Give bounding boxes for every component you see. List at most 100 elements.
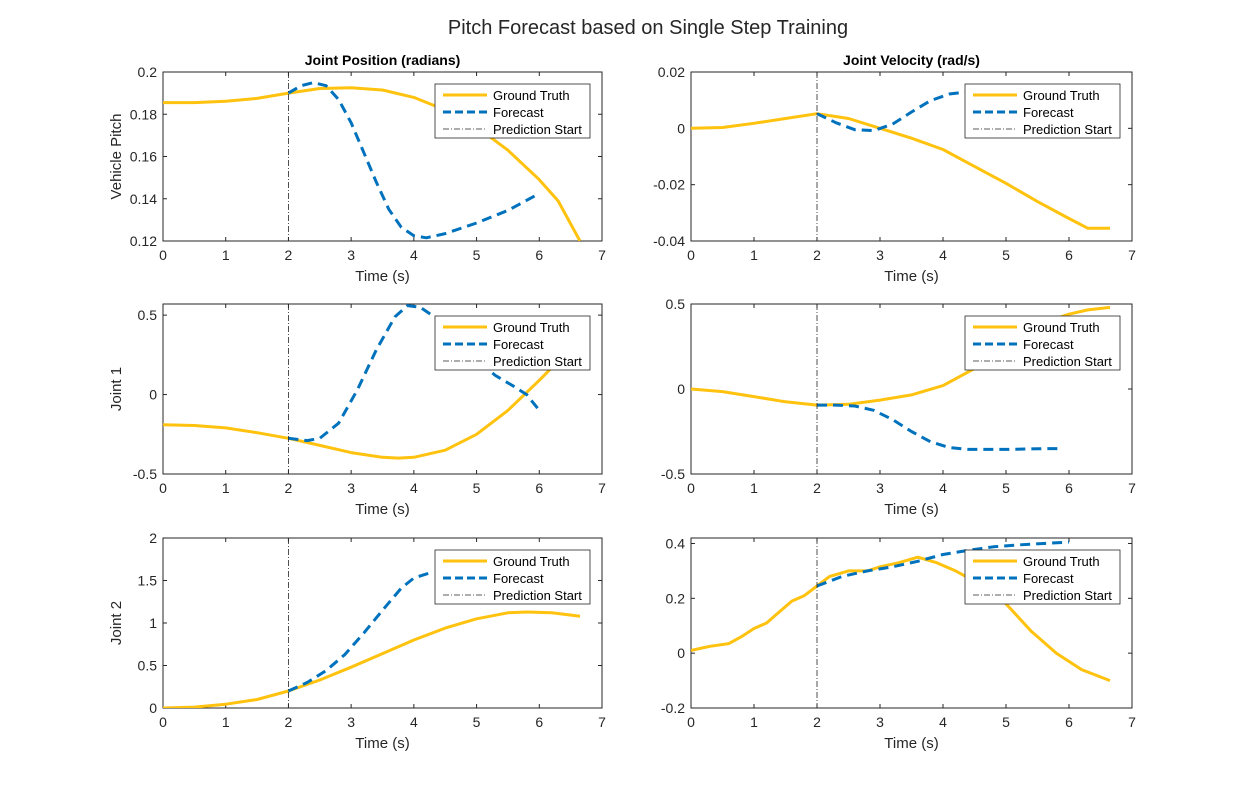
x-tick-label: 6 — [535, 247, 543, 263]
y-tick-label: -0.04 — [653, 233, 685, 249]
x-tick-label: 7 — [1128, 480, 1136, 496]
legend: Ground Truth Forecast Prediction Start — [434, 315, 591, 371]
legend-entry-label: Forecast — [1023, 337, 1074, 352]
x-tick-label: 0 — [687, 247, 695, 263]
legend-entry-label: Prediction Start — [493, 588, 582, 603]
series-group — [691, 89, 1110, 230]
y-tick-label: 0 — [149, 387, 157, 403]
ground-truth-line — [163, 360, 560, 460]
ground-truth-line — [163, 86, 582, 241]
legend-entry-label: Forecast — [1023, 105, 1074, 120]
x-tick-label: 7 — [598, 714, 606, 730]
y-tick-label: 0.16 — [130, 149, 157, 165]
ground-truth-line — [163, 610, 581, 708]
x-tick-label: 1 — [222, 480, 230, 496]
x-tick-label: 7 — [598, 247, 606, 263]
legend-entry-label: Ground Truth — [1023, 320, 1100, 335]
y-tick-label: 0.5 — [666, 296, 686, 312]
x-tick-label: 2 — [813, 247, 821, 263]
y-axis-label: Vehicle Pitch — [108, 114, 125, 200]
x-tick-label: 7 — [1128, 247, 1136, 263]
legend-entry-label: Prediction Start — [1023, 122, 1112, 137]
x-tick-label: 7 — [598, 480, 606, 496]
y-tick-label: 0.2 — [138, 64, 158, 80]
legend-entry-label: Ground Truth — [493, 554, 570, 569]
x-tick-label: 6 — [1065, 714, 1073, 730]
x-tick-label: 3 — [876, 714, 884, 730]
x-tick-label: 0 — [159, 714, 167, 730]
series-group — [163, 570, 581, 708]
x-tick-label: 2 — [813, 714, 821, 730]
x-tick-label: 0 — [159, 247, 167, 263]
x-tick-label: 1 — [750, 480, 758, 496]
legend-entry-label: Ground Truth — [493, 88, 570, 103]
legend-entry-label: Prediction Start — [493, 122, 582, 137]
x-tick-label: 4 — [939, 247, 947, 263]
y-tick-label: 0 — [677, 120, 685, 136]
chart-vel-pitch: 0 1 2 3 4 5 6 7 -0.04 -0.02 0 0.02 Time (s) Joint Vel… — [653, 52, 1136, 285]
x-tick-label: 4 — [939, 480, 947, 496]
legend-entry-label: Prediction Start — [1023, 354, 1112, 369]
x-tick-label: 5 — [473, 714, 481, 730]
x-tick-label: 5 — [1002, 247, 1010, 263]
y-tick-label: 0.4 — [666, 535, 686, 551]
series-group — [163, 81, 582, 241]
y-tick-label: 0.18 — [130, 106, 157, 122]
legend-entry-label: Forecast — [1023, 571, 1074, 586]
x-tick-label: 5 — [1002, 480, 1010, 496]
x-tick-label: 2 — [285, 714, 293, 730]
legend-entry-label: Ground Truth — [493, 320, 570, 335]
x-tick-label: 5 — [473, 480, 481, 496]
x-axis-label: Time (s) — [884, 268, 938, 285]
x-tick-label: 4 — [410, 714, 418, 730]
x-tick-label: 4 — [410, 480, 418, 496]
legend-entry-label: Forecast — [493, 105, 544, 120]
subplot-title: Joint Velocity (rad/s) — [843, 52, 980, 68]
x-axis-label: Time (s) — [355, 501, 409, 518]
x-tick-label: 1 — [750, 247, 758, 263]
legend-entry-label: Ground Truth — [1023, 88, 1100, 103]
ground-truth-line — [691, 112, 1110, 230]
x-tick-label: 1 — [750, 714, 758, 730]
x-tick-label: 5 — [473, 247, 481, 263]
x-tick-label: 1 — [222, 247, 230, 263]
x-tick-label: 6 — [535, 480, 543, 496]
y-tick-label: -0.02 — [653, 177, 685, 193]
x-tick-label: 6 — [1065, 480, 1073, 496]
x-tick-label: 2 — [285, 247, 293, 263]
x-tick-label: 6 — [1065, 247, 1073, 263]
y-tick-label: 0.5 — [138, 658, 158, 674]
legend: Ground Truth Forecast Prediction Start — [964, 315, 1121, 371]
x-tick-label: 2 — [285, 480, 293, 496]
legend: Ground Truth Forecast Prediction Start — [434, 83, 591, 139]
y-tick-label: -0.5 — [661, 466, 685, 482]
legend-entry-label: Forecast — [493, 571, 544, 586]
y-tick-label: 0.5 — [138, 307, 158, 323]
x-axis-label: Time (s) — [884, 735, 938, 752]
legend: Ground Truth Forecast Prediction Start — [434, 549, 591, 605]
x-tick-label: 3 — [876, 480, 884, 496]
y-tick-label: 0 — [677, 645, 685, 661]
figure-title: Pitch Forecast based on Single Step Trai… — [448, 17, 848, 39]
x-axis-label: Time (s) — [355, 735, 409, 752]
y-tick-label: 1.5 — [138, 573, 158, 589]
forecast-line — [816, 540, 1070, 588]
x-tick-label: 4 — [939, 714, 947, 730]
ground-truth-line — [691, 555, 1111, 682]
x-tick-label: 6 — [535, 714, 543, 730]
x-tick-label: 2 — [813, 480, 821, 496]
x-tick-label: 5 — [1002, 714, 1010, 730]
x-tick-label: 0 — [687, 714, 695, 730]
series-group — [691, 540, 1111, 682]
series-group — [163, 304, 560, 460]
x-tick-label: 4 — [410, 247, 418, 263]
legend-entry-label: Prediction Start — [1023, 588, 1112, 603]
x-tick-label: 0 — [687, 480, 695, 496]
y-tick-label: 0.12 — [130, 233, 157, 249]
y-tick-label: -0.5 — [133, 466, 157, 482]
y-tick-label: 0.2 — [666, 590, 686, 606]
forecast-line — [287, 81, 541, 240]
